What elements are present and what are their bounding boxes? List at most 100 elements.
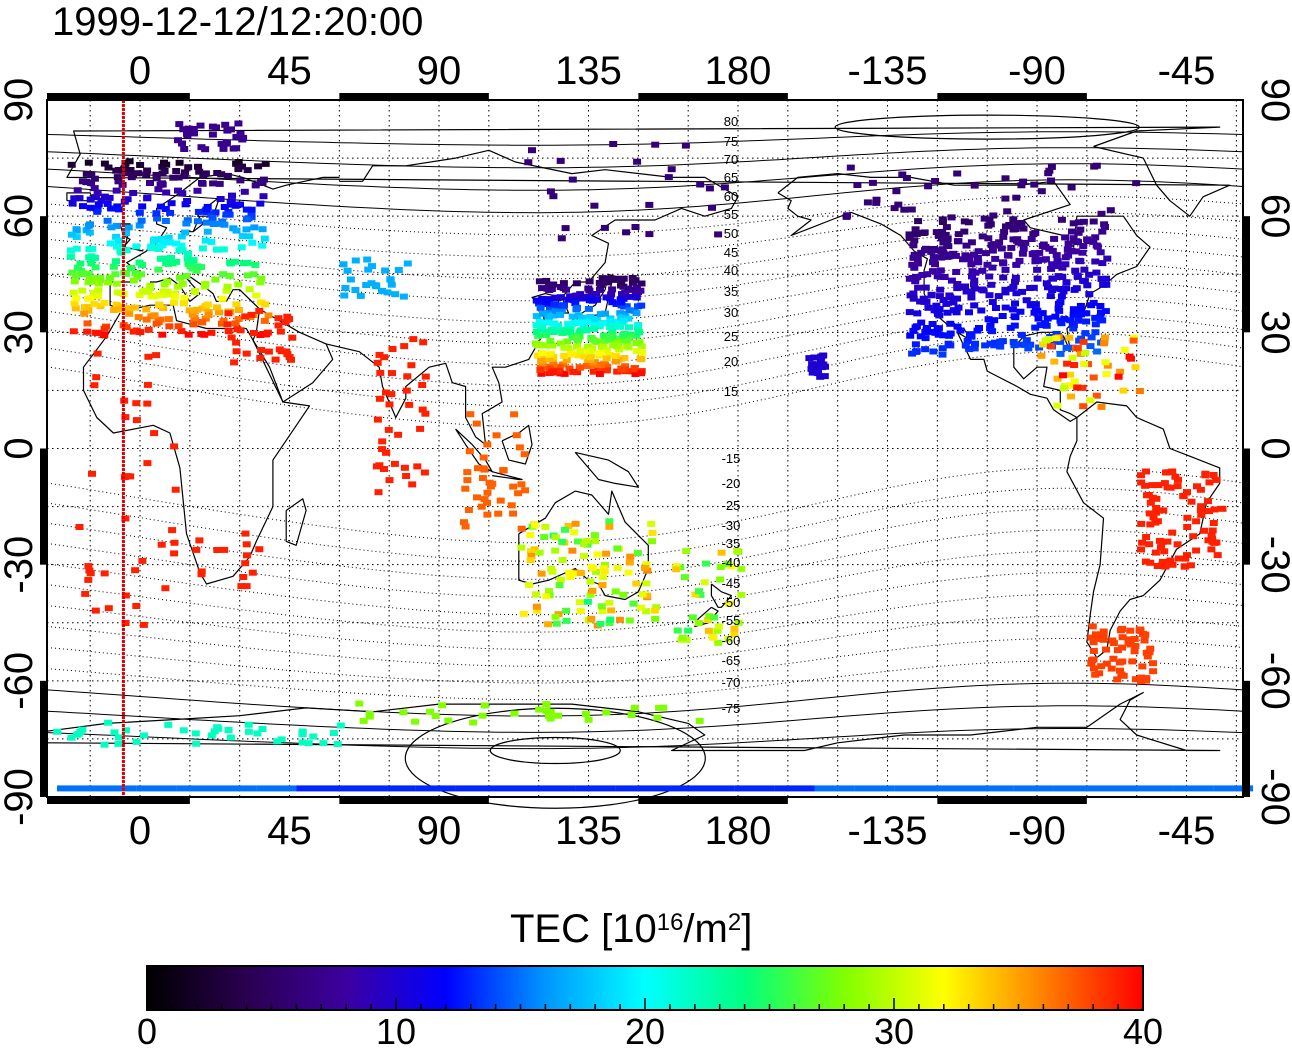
tec-cell bbox=[1142, 677, 1150, 684]
tec-cell bbox=[512, 432, 521, 439]
tec-cell bbox=[1183, 514, 1192, 521]
tec-cell bbox=[146, 285, 155, 292]
tec-cell bbox=[1074, 239, 1082, 246]
tec-cell bbox=[909, 327, 918, 334]
tec-cell bbox=[232, 227, 241, 234]
tec-cell bbox=[192, 546, 201, 553]
tec-cell bbox=[714, 623, 723, 630]
tec-cell bbox=[1142, 468, 1150, 475]
tec-cell bbox=[569, 368, 578, 375]
tec-cell bbox=[959, 256, 967, 263]
tec-cell bbox=[1138, 630, 1147, 637]
tec-cell bbox=[122, 727, 130, 734]
tec-cell bbox=[705, 613, 714, 620]
tec-cell bbox=[558, 557, 567, 563]
tec-cell bbox=[1062, 344, 1071, 351]
tec-cell bbox=[1207, 532, 1216, 539]
tec-cell bbox=[492, 432, 501, 439]
tec-cell bbox=[67, 231, 76, 238]
tec-cell bbox=[938, 216, 947, 223]
tec-cell bbox=[932, 302, 941, 309]
tec-cell bbox=[116, 306, 125, 313]
tec-cell bbox=[575, 329, 584, 336]
tec-cell bbox=[383, 289, 392, 296]
tec-cell bbox=[176, 274, 184, 281]
tec-cell bbox=[546, 337, 555, 344]
tec-cell bbox=[1153, 563, 1162, 569]
tec-cell bbox=[591, 538, 600, 545]
tec-cell bbox=[150, 293, 159, 300]
tec-cell bbox=[1208, 527, 1217, 534]
tec-cell bbox=[1124, 639, 1133, 646]
tec-cell bbox=[1061, 261, 1070, 268]
tec-cell bbox=[71, 272, 80, 279]
tec-cell bbox=[113, 243, 121, 250]
bottom-lon-label: 135 bbox=[555, 809, 622, 853]
tec-cell bbox=[1044, 284, 1052, 291]
tec-cell bbox=[84, 222, 93, 229]
tec-cell bbox=[121, 515, 130, 522]
tec-cell bbox=[1183, 489, 1191, 496]
tec-cell bbox=[221, 121, 230, 128]
colorbar-label-10: 10 bbox=[375, 1011, 417, 1052]
tec-cell bbox=[615, 616, 624, 623]
tec-cell bbox=[625, 617, 634, 624]
tec-cell bbox=[80, 310, 89, 317]
tec-cell bbox=[953, 323, 962, 330]
tec-cell bbox=[1212, 476, 1221, 483]
tec-cell bbox=[135, 209, 144, 216]
tec-cell bbox=[560, 370, 569, 377]
tec-cell bbox=[723, 560, 732, 567]
tec-cell bbox=[201, 315, 210, 322]
tec-cell bbox=[198, 319, 207, 326]
tec-cell bbox=[637, 604, 646, 611]
tec-cell bbox=[1079, 277, 1088, 284]
map-title: 1999-12-12/12:20:00 bbox=[52, 0, 424, 44]
tec-cell bbox=[967, 239, 976, 246]
tec-cell bbox=[1062, 285, 1070, 292]
tec-cell bbox=[1174, 555, 1183, 562]
tec-cell bbox=[76, 260, 85, 267]
tec-cell bbox=[816, 361, 825, 368]
tec-cell bbox=[1197, 503, 1206, 510]
tec-cell bbox=[598, 582, 607, 589]
tec-cell bbox=[224, 310, 233, 317]
contour-label: 80 bbox=[724, 114, 738, 129]
tec-cell bbox=[124, 224, 133, 231]
tec-cell bbox=[568, 351, 577, 358]
tec-cell bbox=[898, 171, 907, 178]
tec-cell bbox=[421, 373, 430, 380]
tec-cell bbox=[1097, 309, 1105, 316]
tec-cell bbox=[1087, 302, 1096, 309]
tec-cell bbox=[1078, 249, 1087, 256]
tec-cell bbox=[978, 233, 987, 240]
tec-cell bbox=[538, 285, 547, 292]
tec-cell bbox=[643, 592, 651, 599]
tec-cell bbox=[421, 410, 430, 417]
tec-cell bbox=[921, 335, 930, 342]
tec-cell bbox=[192, 267, 201, 274]
tec-cell bbox=[986, 340, 995, 347]
tec-cell bbox=[974, 259, 983, 266]
tec-cell bbox=[949, 299, 958, 306]
tec-cell bbox=[725, 600, 734, 607]
contour-label: 25 bbox=[724, 329, 738, 344]
tec-cell bbox=[84, 159, 93, 166]
tec-cell bbox=[100, 299, 109, 306]
tec-cell bbox=[232, 301, 241, 308]
tec-cell bbox=[1021, 239, 1030, 246]
tec-cell bbox=[509, 483, 518, 490]
tec-cell bbox=[981, 250, 990, 257]
tec-cell bbox=[104, 719, 113, 726]
tec-cell bbox=[1018, 288, 1027, 295]
tec-cell bbox=[94, 287, 103, 294]
frame-bar bbox=[638, 93, 788, 100]
tec-cell bbox=[142, 316, 151, 323]
tec-cell bbox=[562, 607, 571, 614]
tec-cell bbox=[984, 316, 993, 323]
tec-cell bbox=[1057, 286, 1066, 292]
tec-cell bbox=[1009, 226, 1018, 233]
tec-cell bbox=[581, 710, 590, 717]
tec-cell bbox=[970, 281, 978, 288]
tec-cell bbox=[1201, 472, 1210, 479]
